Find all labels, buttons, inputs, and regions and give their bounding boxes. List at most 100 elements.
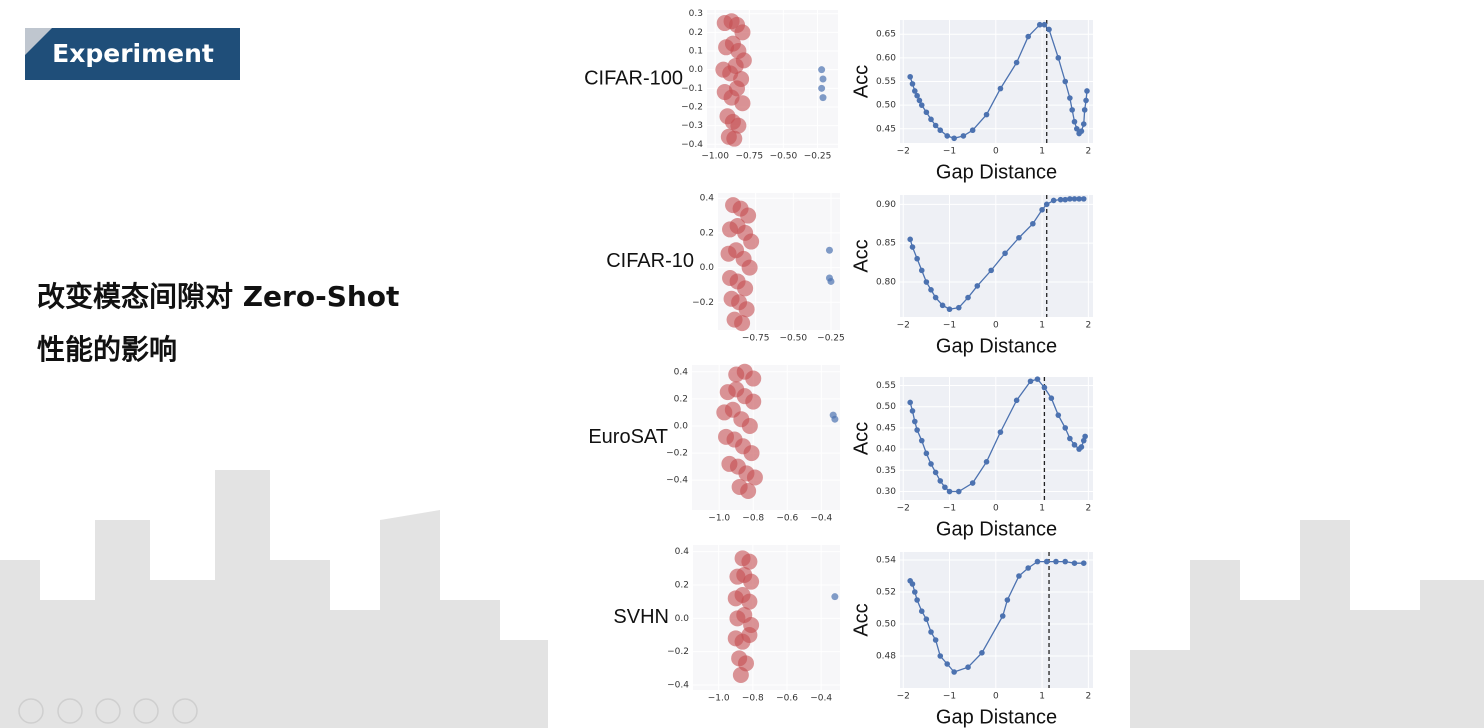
y-tick-label: 0.2 — [674, 394, 688, 404]
scatter-point — [745, 370, 762, 387]
line-point — [928, 461, 934, 467]
y-axis-label: Acc — [850, 239, 872, 272]
line-point — [1062, 425, 1069, 431]
line-point — [1041, 384, 1048, 391]
x-tick-label: 1 — [1039, 147, 1045, 157]
line-point — [907, 73, 913, 80]
dataset-label: EuroSAT — [588, 426, 668, 448]
x-tick-label: −0.50 — [770, 152, 798, 162]
x-tick-label: −0.75 — [742, 334, 770, 344]
line-point — [918, 102, 925, 108]
line-point — [1071, 442, 1078, 448]
plot-area — [692, 365, 840, 510]
line-point — [1081, 107, 1088, 113]
x-tick-label: −0.8 — [742, 694, 764, 704]
y-tick-label: 0.4 — [700, 194, 715, 204]
line-point — [983, 459, 990, 465]
y-tick-label: 0.0 — [675, 614, 690, 624]
line-point — [965, 664, 971, 670]
scatter-point — [831, 415, 839, 423]
line-point — [1074, 126, 1080, 132]
line-point — [979, 650, 985, 656]
x-tick-label: −1 — [943, 147, 956, 157]
line-point — [912, 589, 918, 595]
x-tick-label: 1 — [1039, 321, 1045, 331]
line-point — [1078, 444, 1085, 450]
scatter-point — [741, 417, 758, 434]
x-axis-label: Gap Distance — [936, 161, 1057, 183]
line-point — [1013, 397, 1020, 404]
line-point — [1053, 558, 1059, 565]
scatter-point — [818, 66, 826, 74]
scatter-point — [741, 593, 758, 610]
line-point — [914, 427, 920, 433]
scatter-point — [738, 301, 755, 318]
x-tick-label: 0 — [993, 692, 999, 702]
line-point — [955, 488, 962, 495]
line-point — [918, 267, 925, 274]
line-point — [1055, 55, 1062, 61]
x-tick-label: −2 — [897, 504, 910, 514]
line-point — [918, 608, 925, 614]
x-tick-label: 1 — [1039, 692, 1045, 702]
y-tick-label: 0.0 — [700, 263, 715, 273]
line-point — [932, 294, 939, 301]
line-point — [1039, 206, 1045, 213]
city-silhouette — [0, 470, 1484, 728]
line-point — [951, 135, 957, 142]
line-point — [983, 111, 990, 118]
dataset-label: SVHN — [613, 606, 669, 628]
y-tick-label: 0.80 — [876, 278, 896, 288]
scatter-point — [741, 553, 758, 570]
line-point — [928, 287, 934, 293]
scatter-point — [819, 75, 827, 83]
line-point — [1004, 597, 1011, 603]
y-tick-label: −0.4 — [667, 681, 689, 691]
x-tick-label: −0.25 — [804, 152, 832, 162]
line-point — [918, 437, 925, 444]
y-tick-label: 0.35 — [876, 466, 896, 476]
line-point — [1034, 558, 1041, 565]
badge-box — [25, 28, 240, 80]
line-point — [937, 127, 944, 134]
x-tick-label: −2 — [897, 692, 910, 702]
line-point — [1030, 220, 1036, 227]
x-tick-label: −0.25 — [817, 334, 845, 344]
y-tick-label: −0.2 — [666, 449, 688, 459]
y-tick-label: −0.2 — [692, 298, 714, 308]
y-tick-label: 0.4 — [674, 367, 689, 377]
line-point — [1050, 197, 1057, 204]
y-tick-label: 0.1 — [689, 47, 703, 57]
scatter-point — [734, 24, 751, 41]
y-tick-label: 0.54 — [876, 556, 896, 566]
line-point — [1013, 59, 1020, 66]
x-tick-label: −0.50 — [780, 334, 808, 344]
scatter-point — [831, 593, 839, 601]
line-point — [1055, 412, 1062, 418]
line-point — [914, 597, 920, 603]
line-point — [932, 469, 939, 476]
y-tick-label: 0.45 — [876, 423, 896, 433]
line-point — [914, 255, 920, 262]
line-point — [1046, 26, 1052, 33]
line-point — [1016, 234, 1022, 241]
line-point — [923, 279, 930, 285]
y-tick-label: −0.3 — [681, 121, 703, 131]
line-point — [1027, 378, 1034, 385]
dataset-label: CIFAR-100 — [584, 67, 683, 89]
y-tick-label: 0.0 — [674, 421, 689, 431]
toolbar — [18, 698, 198, 724]
x-tick-label: −0.6 — [776, 694, 798, 704]
x-tick-label: 1 — [1039, 504, 1045, 514]
line-point — [1036, 21, 1043, 28]
line-point — [937, 653, 944, 659]
line-point — [1080, 560, 1087, 566]
line-point — [909, 408, 916, 414]
line-point — [1034, 376, 1041, 382]
x-axis-label: Gap Distance — [936, 335, 1057, 357]
line-point — [997, 85, 1004, 92]
plot-area — [900, 377, 1093, 500]
y-tick-label: 0.55 — [876, 77, 896, 87]
scatter-point — [726, 130, 743, 147]
line-point — [1080, 196, 1087, 202]
